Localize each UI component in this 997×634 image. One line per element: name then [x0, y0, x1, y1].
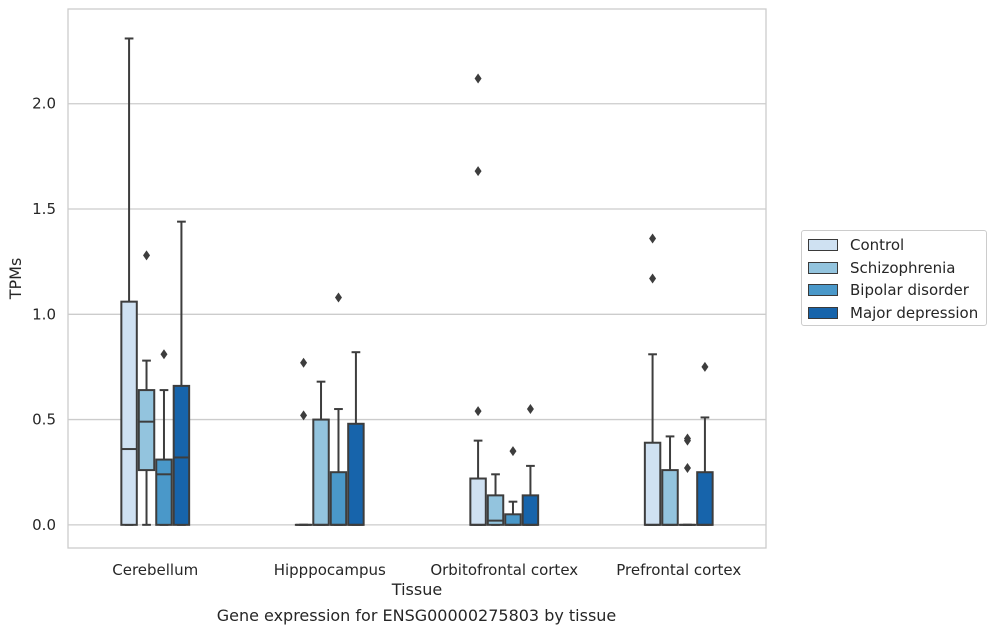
y-tick-label: 0.5: [32, 411, 56, 429]
y-tick-labels: 0.0 0.5 1.0 1.5 2.0: [32, 95, 56, 534]
box: [696, 361, 714, 526]
box: [678, 433, 697, 526]
box: [521, 404, 540, 526]
outlier-point: [649, 233, 657, 244]
plot-area: [67, 8, 767, 549]
box: [312, 380, 330, 526]
outlier-point: [300, 357, 308, 368]
legend-label: Control: [850, 236, 905, 254]
legend-label: Major depression: [850, 303, 979, 322]
box-body: [137, 389, 156, 472]
legend-item: Control: [808, 235, 904, 255]
outlier-point: [683, 433, 691, 444]
box: [137, 250, 156, 526]
box-body: [661, 469, 679, 526]
box-body: [120, 300, 138, 526]
box: [469, 73, 487, 526]
legend: Control Schizophrenia Bipolar disorder Majo…: [801, 230, 987, 326]
box-body: [172, 384, 191, 526]
box: [661, 435, 679, 526]
box-body: [347, 422, 365, 526]
box-body: [469, 477, 487, 526]
y-tick-label: 2.0: [32, 95, 56, 113]
box-body: [696, 471, 714, 526]
box: [347, 351, 365, 526]
y-tick-label: 1.5: [32, 200, 56, 218]
legend-item: Bipolar disorder: [808, 280, 969, 300]
x-axis-label: Tissue: [391, 580, 442, 599]
legend-swatch: [808, 239, 838, 251]
y-axis-label: TPMs: [6, 258, 25, 301]
outlier-point: [649, 273, 657, 284]
box-body: [504, 513, 522, 526]
box: [643, 233, 662, 526]
outlier-point: [143, 250, 151, 261]
legend-swatch: [808, 306, 838, 319]
x-tick-label: Orbitofrontal cortex: [430, 561, 578, 579]
box-body: [312, 418, 330, 526]
outlier-point: [300, 410, 308, 421]
box-body: [643, 441, 662, 526]
outlier-point: [474, 166, 482, 177]
outlier-point: [509, 446, 517, 457]
legend-item: Schizophrenia: [808, 258, 955, 278]
box: [486, 473, 505, 526]
legend-item: Major depression: [808, 303, 978, 323]
legend-label: Schizophrenia: [850, 258, 956, 277]
box-body: [486, 494, 505, 526]
outlier-point: [474, 406, 482, 417]
box-body: [329, 471, 348, 526]
box-body: [155, 458, 173, 526]
x-tick-labels: Cerebellum Hipppocampus Orbitofrontal cort…: [112, 561, 741, 579]
box: [504, 446, 522, 526]
box: [329, 292, 348, 526]
box-body: [521, 494, 540, 526]
outlier-point: [683, 462, 691, 473]
x-tick-label: Prefrontal cortex: [616, 561, 741, 579]
box-groups: [120, 37, 714, 526]
x-tick-label: Cerebellum: [112, 561, 198, 579]
x-tick-label: Hipppocampus: [274, 561, 386, 579]
figure-caption: Gene expression for ENSG00000275803 by t…: [216, 606, 617, 625]
outlier-point: [526, 404, 534, 415]
legend-swatch: [808, 284, 838, 296]
legend-swatch: [808, 261, 838, 274]
box: [172, 220, 191, 526]
box: [294, 357, 313, 526]
y-tick-label: 0.0: [32, 516, 56, 534]
outlier-point: [701, 361, 709, 372]
y-tick-label: 1.0: [32, 305, 56, 323]
outlier-point: [334, 292, 342, 303]
box: [155, 349, 173, 526]
outlier-point: [474, 73, 482, 84]
box: [120, 37, 138, 526]
outlier-point: [160, 349, 168, 360]
legend-label: Bipolar disorder: [850, 281, 969, 299]
